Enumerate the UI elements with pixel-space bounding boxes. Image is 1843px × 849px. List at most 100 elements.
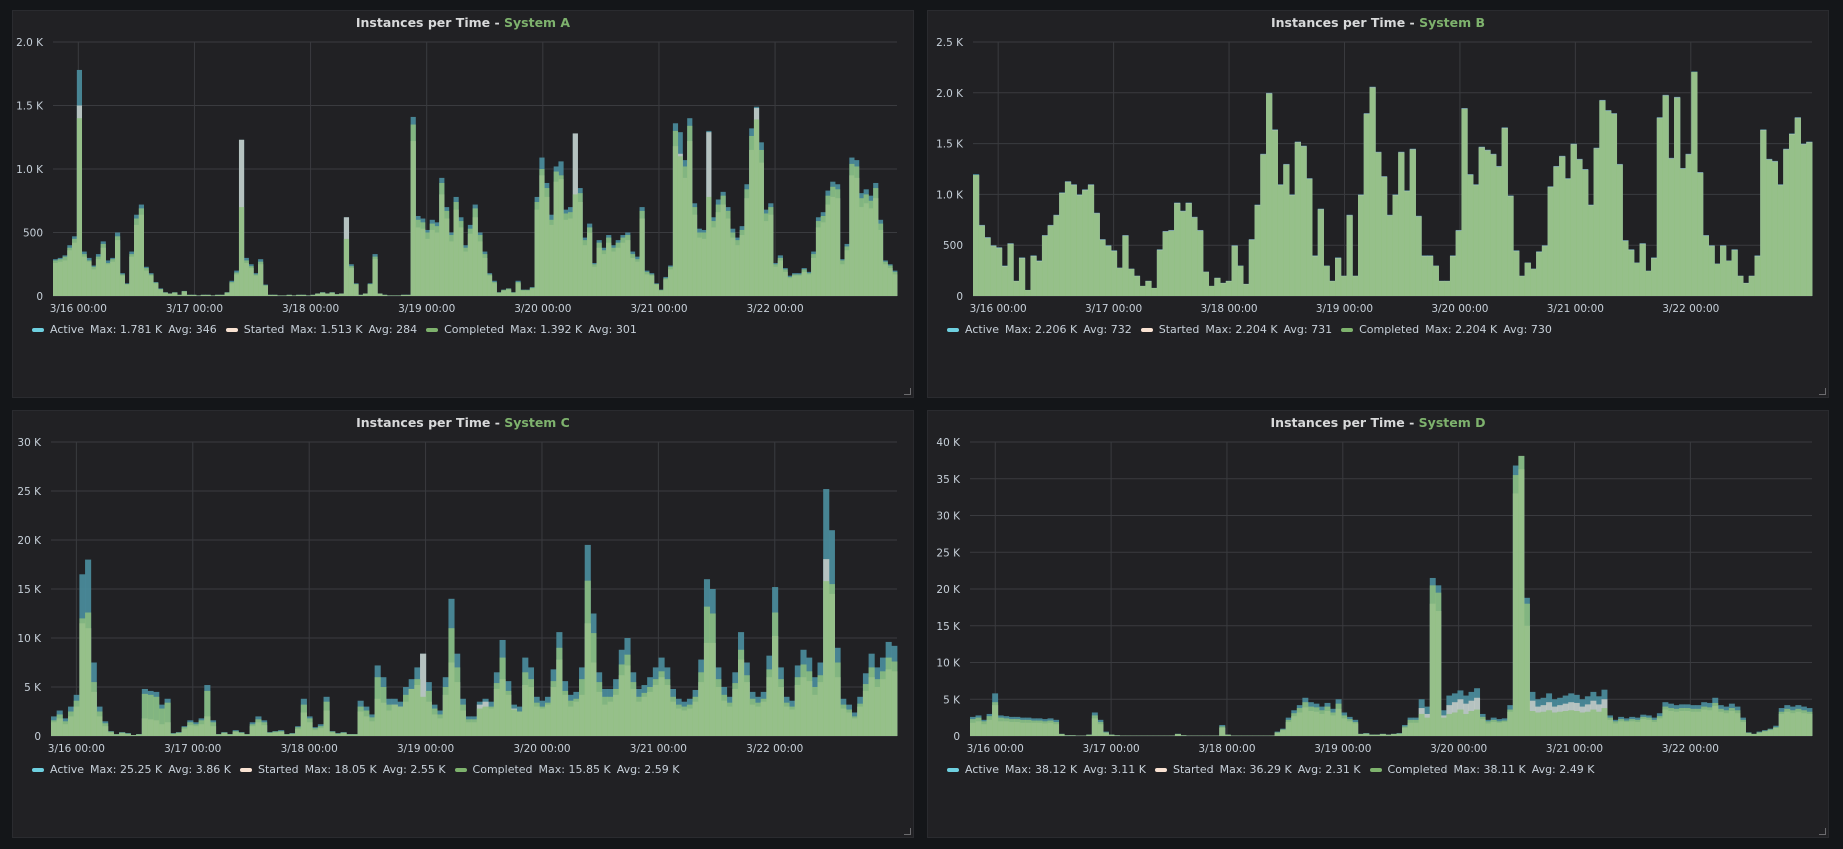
bar-completed[interactable]	[858, 198, 865, 296]
bar-completed[interactable]	[1656, 716, 1663, 736]
bar-completed[interactable]	[658, 289, 664, 296]
bar-completed[interactable]	[1656, 118, 1663, 296]
bar-completed[interactable]	[1352, 276, 1359, 296]
bar-completed[interactable]	[1180, 735, 1187, 736]
bar-completed[interactable]	[835, 189, 841, 296]
bar-completed[interactable]	[278, 731, 285, 736]
bar-completed[interactable]	[499, 657, 506, 736]
bar-completed[interactable]	[403, 694, 410, 736]
bar-completed[interactable]	[57, 259, 63, 296]
bar-completed[interactable]	[382, 294, 388, 296]
bar-completed[interactable]	[1457, 709, 1464, 736]
bar-completed[interactable]	[134, 218, 140, 296]
bar-completed[interactable]	[62, 256, 68, 296]
bar-completed[interactable]	[295, 727, 302, 736]
bar-completed[interactable]	[1568, 710, 1575, 736]
bar-completed[interactable]	[672, 130, 679, 296]
bar-completed[interactable]	[343, 238, 350, 296]
bar-completed[interactable]	[584, 580, 591, 736]
bar-completed[interactable]	[510, 292, 516, 296]
bar-completed[interactable]	[730, 232, 736, 297]
bar-completed[interactable]	[1438, 281, 1445, 296]
bar-completed[interactable]	[1463, 713, 1469, 736]
bar-completed[interactable]	[324, 293, 330, 296]
bar-completed[interactable]	[310, 294, 316, 296]
bar-completed[interactable]	[51, 720, 58, 736]
bar-completed[interactable]	[255, 719, 262, 736]
bar-completed[interactable]	[1739, 719, 1746, 736]
bar-completed[interactable]	[219, 294, 226, 296]
bar-completed[interactable]	[380, 687, 387, 736]
bar-completed[interactable]	[53, 260, 59, 296]
bar-completed[interactable]	[272, 731, 279, 736]
bar-completed[interactable]	[763, 213, 769, 296]
bar-completed[interactable]	[305, 295, 311, 296]
bar-completed[interactable]	[191, 294, 197, 296]
bar-completed[interactable]	[1047, 225, 1054, 296]
bar-completed[interactable]	[587, 227, 593, 296]
bar-completed[interactable]	[863, 194, 869, 296]
bar-completed[interactable]	[1386, 215, 1393, 296]
bar-completed[interactable]	[1069, 735, 1076, 736]
bar-completed[interactable]	[434, 226, 440, 296]
bar-completed[interactable]	[448, 628, 455, 736]
bar-completed[interactable]	[1530, 269, 1537, 296]
bar-completed[interactable]	[1128, 269, 1135, 296]
bar-completed[interactable]	[1584, 711, 1591, 736]
bar-completed[interactable]	[577, 193, 583, 296]
bar-completed[interactable]	[210, 295, 216, 296]
bar-completed[interactable]	[887, 265, 893, 296]
bar-completed[interactable]	[1570, 144, 1577, 296]
bar-completed[interactable]	[374, 677, 381, 736]
bar-completed[interactable]	[1751, 733, 1758, 736]
bar-completed[interactable]	[1313, 707, 1320, 736]
bar-completed[interactable]	[806, 671, 813, 736]
bar-completed[interactable]	[358, 294, 364, 296]
bar-completed[interactable]	[567, 212, 574, 296]
bar-completed[interactable]	[677, 156, 683, 296]
bar-completed[interactable]	[153, 282, 159, 296]
bar-completed[interactable]	[1358, 195, 1365, 296]
bar-completed[interactable]	[1099, 240, 1106, 296]
bar-completed[interactable]	[505, 288, 512, 296]
bar-completed[interactable]	[1451, 712, 1458, 736]
bar-completed[interactable]	[663, 278, 669, 296]
bar-completed[interactable]	[1424, 717, 1431, 737]
legend-item-active[interactable]: Active Max: 1.781 K Avg: 346	[32, 323, 217, 336]
bar-completed[interactable]	[527, 679, 535, 736]
bar-completed[interactable]	[477, 235, 483, 296]
bar-completed[interactable]	[1553, 166, 1560, 296]
bar-completed[interactable]	[401, 294, 407, 296]
bar-completed[interactable]	[1760, 130, 1767, 296]
bar-completed[interactable]	[68, 711, 75, 737]
bar-completed[interactable]	[1396, 733, 1403, 736]
bar-completed[interactable]	[613, 688, 620, 736]
bar-completed[interactable]	[1668, 158, 1675, 296]
bar-completed[interactable]	[682, 166, 688, 296]
bar-completed[interactable]	[200, 294, 206, 296]
bar-completed[interactable]	[1485, 721, 1492, 736]
bar-completed[interactable]	[385, 704, 393, 736]
bar-completed[interactable]	[232, 731, 239, 736]
bar-completed[interactable]	[1116, 268, 1123, 296]
bar-completed[interactable]	[732, 683, 739, 736]
bar-completed[interactable]	[227, 734, 234, 736]
bar-completed[interactable]	[266, 732, 273, 736]
bar-completed[interactable]	[1449, 256, 1457, 296]
bar-completed[interactable]	[1651, 719, 1658, 736]
bar-completed[interactable]	[715, 679, 722, 736]
bar-completed[interactable]	[437, 714, 444, 736]
bar-completed[interactable]	[463, 247, 469, 296]
bar-completed[interactable]	[1053, 215, 1060, 296]
bar-completed[interactable]	[357, 706, 364, 736]
bar-completed[interactable]	[261, 722, 268, 736]
bar-completed[interactable]	[234, 272, 240, 297]
bar-completed[interactable]	[410, 124, 416, 296]
bar-completed[interactable]	[1191, 217, 1198, 296]
bar-completed[interactable]	[62, 721, 69, 736]
bar-completed[interactable]	[1156, 250, 1164, 296]
bar-completed[interactable]	[1283, 164, 1290, 296]
bar-completed[interactable]	[1723, 710, 1730, 736]
bar-completed[interactable]	[1582, 170, 1589, 296]
bar-completed[interactable]	[1317, 209, 1324, 296]
